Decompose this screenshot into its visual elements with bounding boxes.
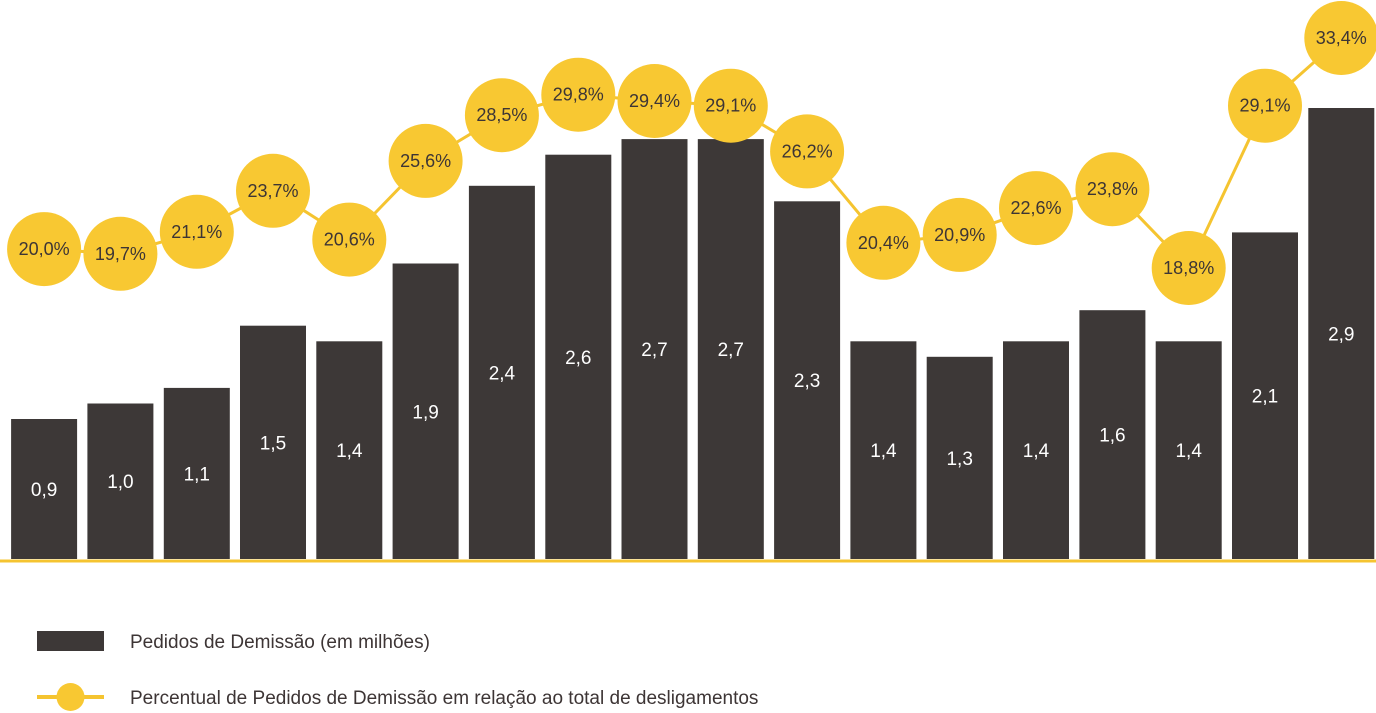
bar-label-8: 2,6	[565, 348, 591, 369]
line-layer	[44, 36, 1343, 271]
bar-3	[163, 387, 230, 559]
percent-dot-3	[159, 194, 234, 269]
bar-label-2: 1,0	[107, 472, 133, 493]
legend-bar-label: Pedidos de Demissão (em milhões)	[130, 632, 430, 653]
bar-label-3: 1,1	[184, 465, 210, 486]
percent-dot-7	[464, 78, 539, 153]
percent-label-14: 22,6%	[1010, 198, 1061, 218]
bar-label-18: 2,9	[1328, 325, 1354, 346]
percent-label-5: 20,6%	[324, 230, 375, 250]
bar-8	[545, 154, 612, 559]
percent-dot-2	[83, 216, 158, 291]
bar-10	[697, 139, 764, 559]
legend: Pedidos de Demissão (em milhões) Percent…	[37, 631, 758, 711]
legend-dot-swatch	[56, 683, 85, 711]
legend-bar-swatch	[37, 631, 104, 651]
percent-line	[44, 36, 1343, 271]
bar-label-15: 1,6	[1099, 426, 1125, 447]
percent-label-6: 25,6%	[400, 151, 451, 171]
percent-label-17: 29,1%	[1239, 96, 1290, 116]
percent-label-3: 21,1%	[171, 222, 222, 242]
bar-label-1: 0,9	[31, 480, 57, 501]
bar-17	[1232, 232, 1298, 559]
percent-dot-8	[541, 57, 616, 132]
bar-label-7: 2,4	[489, 363, 516, 384]
percent-label-8: 29,8%	[553, 85, 604, 105]
bar-1	[11, 419, 78, 559]
bar-6	[392, 263, 459, 559]
bar-12	[850, 341, 917, 559]
percent-label-15: 23,8%	[1087, 179, 1138, 199]
bar-label-10: 2,7	[718, 340, 744, 361]
percent-label-18: 33,4%	[1316, 28, 1367, 48]
percent-label-2: 19,7%	[95, 244, 146, 264]
bar-label-16: 1,4	[1175, 441, 1202, 462]
percent-label-12: 20,4%	[858, 233, 909, 253]
bar-15	[1079, 310, 1146, 559]
bar-11	[774, 201, 841, 560]
bar-16	[1155, 341, 1222, 559]
bar-5	[316, 341, 383, 559]
percent-dot-4	[236, 153, 310, 228]
bar-label-4: 1,5	[260, 433, 286, 454]
percent-dot-16	[1151, 231, 1226, 305]
bar-2	[87, 403, 154, 559]
percent-dot-1	[7, 212, 82, 287]
percent-dot-12	[846, 205, 921, 280]
percent-dot-17	[1228, 68, 1302, 143]
bar-label-5: 1,4	[336, 441, 363, 462]
percent-label-7: 28,5%	[476, 105, 527, 125]
percent-label-13: 20,9%	[934, 225, 985, 245]
dots-layer: 20,0% 19,7% 21,1% 23,7% 20,6% 25,6% 28,5% 29,8%…	[7, 1, 1376, 305]
percent-dot-15	[1075, 152, 1150, 227]
percent-label-10: 29,1%	[705, 96, 756, 116]
bar-14	[1003, 341, 1069, 559]
bar-7	[468, 185, 535, 560]
legend-line-label: Percentual de Pedidos de Demissão em rel…	[130, 688, 758, 709]
percent-label-1: 20,0%	[19, 239, 70, 259]
percent-dot-18	[1304, 1, 1376, 75]
percent-label-16: 18,8%	[1163, 258, 1214, 278]
bar-9	[621, 139, 688, 559]
bar-label-9: 2,7	[641, 340, 667, 361]
bar-label-13: 1,3	[946, 449, 972, 470]
percent-dot-5	[312, 202, 387, 277]
percent-label-4: 23,7%	[247, 181, 298, 201]
bar-label-11: 2,3	[794, 371, 820, 392]
percent-dot-13	[922, 197, 997, 272]
percent-label-9: 29,4%	[629, 91, 680, 111]
percent-dot-9	[617, 64, 692, 138]
bar-label-14: 1,4	[1023, 441, 1050, 462]
bar-label-6: 1,9	[412, 402, 438, 423]
percent-dot-6	[388, 123, 463, 198]
bar-4	[240, 325, 306, 559]
bar-label-17: 2,1	[1252, 387, 1278, 408]
bar-18	[1308, 108, 1375, 559]
percent-dot-10	[693, 68, 768, 143]
bars-layer: 0,9 1,0 1,1 1,5 1,4 1,9 2,4 2,6 2,7 2,7 2,3 1,4 1,3 1…	[11, 108, 1375, 560]
percent-dot-14	[999, 171, 1073, 246]
bar-label-12: 1,4	[870, 441, 897, 462]
percent-dot-11	[770, 114, 845, 189]
percent-label-11: 26,2%	[782, 141, 833, 161]
bar-13	[926, 356, 993, 559]
